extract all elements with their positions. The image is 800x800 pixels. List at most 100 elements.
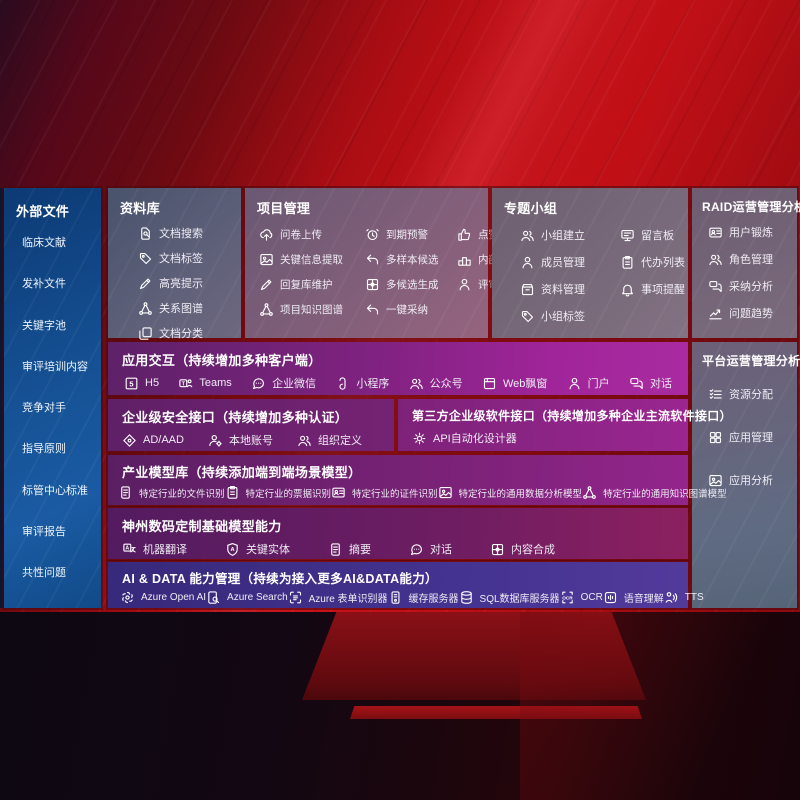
doc-icon xyxy=(328,542,343,557)
feature-item[interactable]: 应用分析 xyxy=(708,472,797,488)
sidebar-item[interactable]: 共性问题 xyxy=(22,564,101,580)
feature-item[interactable]: TTS xyxy=(664,590,704,605)
feature-item[interactable]: T Teams xyxy=(178,376,232,391)
h5-icon: 5 xyxy=(124,376,139,391)
feature-item[interactable]: 资料管理 xyxy=(520,281,620,297)
feature-item[interactable]: 门户 xyxy=(567,375,610,391)
feature-label: Azure 表单识别器 xyxy=(308,594,388,605)
feature-item[interactable]: 摘要 xyxy=(328,541,371,557)
sidebar-item[interactable]: 标管中心标准 xyxy=(22,482,101,498)
base-model-capability-row: 神州数码定制基础模型能力 A 机器翻译 A 关键实体 摘要 对话 内容合成 xyxy=(108,508,688,559)
image-icon xyxy=(259,252,274,267)
feature-item[interactable]: SQL数据库服务器 xyxy=(459,590,560,605)
feature-item[interactable]: 5 H5 xyxy=(124,376,159,391)
feature-item[interactable]: 语音理解 xyxy=(603,590,664,605)
image-icon xyxy=(708,473,723,488)
search-doc-icon xyxy=(206,590,221,605)
feature-item[interactable]: API自动化设计器 xyxy=(412,430,517,446)
feature-item[interactable]: 回复库维护 xyxy=(259,277,365,292)
feature-item[interactable]: 本地账号 xyxy=(208,432,273,448)
sidebar-item[interactable]: 审评报告 xyxy=(22,523,101,539)
industry-model-library-row: 产业模型库（持续添加端到端场景模型） 特定行业的文件识别 特定行业的票据识别 特定行… xyxy=(108,455,727,505)
grid-icon xyxy=(708,430,723,445)
feature-item[interactable]: A 关键实体 xyxy=(225,541,290,557)
feature-item[interactable]: 特定行业的通用数据分析模型 xyxy=(438,485,582,500)
feature-item[interactable]: A 机器翻译 xyxy=(122,541,187,557)
feature-item[interactable]: 关键信息提取 xyxy=(259,252,365,267)
people-icon xyxy=(297,433,312,448)
feature-item[interactable]: 特定行业的通用知识图谱模型 xyxy=(582,485,727,500)
feature-item[interactable]: 文档标签 xyxy=(138,250,241,266)
sidebar-item[interactable]: 审评培训内容 xyxy=(22,358,101,374)
feature-item[interactable]: 到期预警 xyxy=(365,227,457,242)
feature-item[interactable]: 代办列表 xyxy=(620,254,688,270)
feature-item[interactable]: 特定行业的文件识别 xyxy=(118,485,225,500)
enterprise-security-title: 企业级安全接口（持续增加多种认证） xyxy=(122,410,349,425)
voice-icon xyxy=(603,590,618,605)
feature-item[interactable]: Web飘窗 xyxy=(482,375,547,391)
laptop-base-silhouette xyxy=(350,706,642,719)
feature-item[interactable]: 关系图谱 xyxy=(138,300,241,316)
feature-item[interactable]: 用户锻炼 xyxy=(708,224,797,240)
sidebar-item[interactable]: 临床文献 xyxy=(22,234,101,250)
feature-item[interactable]: AD/AAD xyxy=(122,433,184,448)
feature-item[interactable]: 采纳分析 xyxy=(708,278,797,294)
feature-item[interactable]: 问卷上传 xyxy=(259,227,365,242)
feature-item[interactable]: 小程序 xyxy=(335,375,389,391)
feature-item[interactable]: 成员管理 xyxy=(520,254,620,270)
feature-label: 小组标签 xyxy=(541,311,585,323)
external-files-list: 临床文献发补文件关键字池审评培训内容 竞争对手指导原则标管中心标准 审评报告共性问题 xyxy=(4,220,101,602)
feature-item[interactable]: 留言板 xyxy=(620,227,688,243)
feature-label: 内容合成 xyxy=(511,544,555,556)
feature-item[interactable]: 高亮提示 xyxy=(138,275,241,291)
feature-item[interactable]: 特定行业的票据识别 xyxy=(225,485,331,500)
tag-icon xyxy=(138,251,153,266)
tag-icon xyxy=(520,309,535,324)
feature-item[interactable]: 多样本候选 xyxy=(365,252,457,267)
feature-item[interactable]: Azure Open AI xyxy=(120,590,206,605)
feature-item[interactable]: Azure 表单识别器 xyxy=(288,590,388,605)
project-management-title: 项目管理 xyxy=(257,201,311,216)
topic-groups-title: 专题小组 xyxy=(504,201,558,216)
feature-item[interactable]: Azure Search xyxy=(206,590,288,605)
industry-model-library-items: 特定行业的文件识别 特定行业的票据识别 特定行业的证件识别 特定行业的通用数据分析模型… xyxy=(108,484,727,500)
feature-label: 角色管理 xyxy=(729,254,773,266)
feature-item[interactable]: 文档搜索 xyxy=(138,225,241,241)
raid-operations-title: RAID运营管理分析 xyxy=(702,200,800,214)
feature-item[interactable]: 特定行业的证件识别 xyxy=(331,485,438,500)
ai-data-capability-title: AI & DATA 能力管理（持续为接入更多AI&DATA能力） xyxy=(122,572,438,586)
feature-item[interactable]: 项目知识图谱 xyxy=(259,302,365,317)
person-gear-icon xyxy=(208,433,223,448)
feature-label: 审评报告 xyxy=(22,525,66,538)
feature-item[interactable]: 小组标签 xyxy=(520,308,620,324)
feature-item[interactable]: 缓存服务器 xyxy=(388,590,459,605)
doc-search-icon xyxy=(138,226,153,241)
chat2-icon xyxy=(708,279,723,294)
feature-label: Azure Search xyxy=(227,592,288,603)
feature-label: 应用分析 xyxy=(729,475,773,487)
feature-item[interactable]: OCR OCR xyxy=(560,590,603,605)
feature-item[interactable]: 企业微信 xyxy=(251,375,316,391)
feature-label: 高亮提示 xyxy=(159,278,203,290)
sidebar-item[interactable]: 竞争对手 xyxy=(22,399,101,415)
sidebar-item[interactable]: 指导原则 xyxy=(22,440,101,456)
feature-item[interactable]: 对话 xyxy=(629,375,672,391)
feature-item[interactable]: 组织定义 xyxy=(297,432,362,448)
feature-item[interactable]: 一键采纳 xyxy=(365,302,457,317)
feature-label: 文档标签 xyxy=(159,253,203,265)
feature-item[interactable]: 对话 xyxy=(409,541,452,557)
feature-item[interactable]: 内容合成 xyxy=(490,541,555,557)
feature-item[interactable]: 角色管理 xyxy=(708,251,797,267)
feature-label: 语音理解 xyxy=(623,594,664,605)
laptop-silhouette xyxy=(302,612,646,700)
feature-item[interactable]: 文档分类 xyxy=(138,325,241,341)
sidebar-item[interactable]: 发补文件 xyxy=(22,275,101,291)
feature-item[interactable]: 小组建立 xyxy=(520,227,620,243)
feature-item[interactable]: 公众号 xyxy=(409,375,463,391)
feature-item[interactable]: 资源分配 xyxy=(708,386,797,402)
feature-item[interactable]: 事项提醒 xyxy=(620,281,688,297)
feature-item[interactable]: 应用管理 xyxy=(708,429,797,445)
feature-item[interactable]: 问题趋势 xyxy=(708,305,797,321)
sidebar-item[interactable]: 关键字池 xyxy=(22,317,101,333)
feature-item[interactable]: 多候选生成 xyxy=(365,277,457,292)
